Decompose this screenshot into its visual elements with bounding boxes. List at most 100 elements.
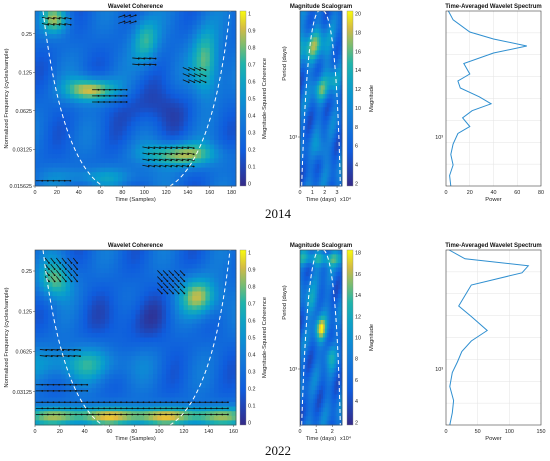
- coherence-cell: [35, 406, 40, 412]
- scalogram-cell: [322, 111, 326, 117]
- scalogram-cell: [326, 102, 330, 108]
- scalogram-cell: [321, 81, 324, 86]
- scalogram-cell: [322, 159, 326, 165]
- coherence-cell: [83, 365, 88, 371]
- coherence-cell: [78, 332, 84, 338]
- scalogram-cell: [330, 15, 333, 21]
- coherence-cell: [187, 112, 193, 118]
- coherence-cell: [139, 181, 145, 187]
- coherence-cell: [157, 328, 163, 334]
- coherence-cell: [91, 70, 97, 76]
- scalogram-cell: [313, 164, 316, 169]
- coherence-cell: [187, 415, 193, 421]
- coherence-cell: [227, 80, 233, 86]
- scalogram-cell: [330, 116, 333, 121]
- coherence-cell: [144, 11, 150, 17]
- spectrum-line: [447, 10, 527, 187]
- coherence-cell: [183, 296, 189, 302]
- coherence-cell: [69, 411, 75, 417]
- scalogram-cell: [321, 111, 324, 117]
- phase-arrow: [199, 79, 206, 83]
- coherence-cell: [222, 126, 228, 132]
- coherence-cell: [100, 167, 106, 173]
- coherence-cell: [183, 52, 189, 58]
- scalogram-cell: [305, 102, 309, 108]
- coherence-cell: [227, 250, 233, 256]
- coherence-cell: [174, 172, 180, 178]
- coherence-cell: [122, 300, 128, 306]
- coherence-cell: [122, 112, 128, 118]
- coherence-cell: [109, 365, 115, 371]
- coherence-cell: [192, 70, 198, 76]
- scalogram-cell: [303, 63, 307, 69]
- coherence-cell: [100, 15, 106, 21]
- scalogram-cell: [319, 15, 322, 21]
- coherence-cell: [161, 314, 167, 320]
- scalogram-cell: [309, 67, 312, 73]
- coherence-cell: [205, 135, 211, 141]
- coherence-cell: [39, 89, 45, 95]
- phase-arrow-head: [48, 280, 50, 283]
- coherence-cell: [104, 397, 110, 403]
- scalogram-cell: [322, 155, 326, 161]
- chart-title: Magnitude Scalogram: [290, 4, 352, 10]
- coherence-cell: [43, 34, 49, 40]
- coherence-cell: [179, 323, 184, 329]
- scalogram-cell: [324, 102, 328, 108]
- coherence-cell: [91, 300, 97, 306]
- coherence-cell: [56, 250, 62, 256]
- scalogram-cell: [319, 54, 322, 60]
- scalogram-cell: [309, 59, 312, 64]
- coherence-cell: [61, 84, 66, 90]
- coherence-cell: [96, 70, 101, 76]
- coherence-cell: [218, 20, 224, 26]
- scalogram-cell: [340, 107, 343, 113]
- coherence-cell: [196, 286, 202, 292]
- coherence-cell: [91, 328, 97, 334]
- coherence-cell: [69, 130, 75, 136]
- coherence-cell: [222, 351, 228, 357]
- coherence-cell: [166, 420, 171, 426]
- coherence-cell: [231, 332, 237, 338]
- coherence-cell: [48, 328, 53, 334]
- coherence-cell: [52, 415, 58, 421]
- scalogram-cell: [340, 129, 343, 134]
- coherence-cell: [170, 20, 176, 26]
- coherence-cell: [152, 365, 158, 371]
- coherence-cell: [131, 337, 136, 343]
- scalogram-cell: [322, 67, 326, 73]
- coherence-cell: [192, 144, 198, 150]
- scalogram-cell: [328, 177, 331, 183]
- coherence-cell: [61, 112, 66, 118]
- coherence-cell: [192, 300, 198, 306]
- coherence-cell: [214, 93, 219, 99]
- coherence-cell: [227, 24, 233, 30]
- coherence-cell: [166, 75, 171, 81]
- coherence-cell: [91, 254, 97, 260]
- coherence-cell: [104, 411, 110, 417]
- coherence-cell: [39, 52, 45, 58]
- coherence-cell: [209, 153, 215, 159]
- coherence-cell: [69, 268, 75, 274]
- coherence-cell: [148, 66, 154, 72]
- scalogram-cell: [324, 63, 328, 69]
- scalogram-cell: [319, 76, 322, 82]
- coherence-cell: [209, 112, 215, 118]
- coherence-cell: [131, 43, 136, 49]
- scalogram-cell: [309, 85, 312, 91]
- coherence-cell: [39, 158, 45, 164]
- coherence-cell: [52, 121, 58, 127]
- coherence-cell: [87, 98, 93, 104]
- coherence-cell: [231, 57, 237, 63]
- coherence-cell: [35, 319, 40, 325]
- coherence-cell: [69, 351, 75, 357]
- coherence-cell: [83, 103, 88, 109]
- y-tick-label: 0.0625: [16, 109, 33, 115]
- coherence-cell: [170, 397, 176, 403]
- scalogram-cell: [322, 85, 326, 91]
- coherence-cell: [139, 116, 145, 122]
- coherence-cell: [56, 254, 62, 260]
- coherence-cell: [122, 121, 128, 127]
- coherence-cell: [231, 52, 237, 58]
- coherence-cell: [87, 29, 93, 35]
